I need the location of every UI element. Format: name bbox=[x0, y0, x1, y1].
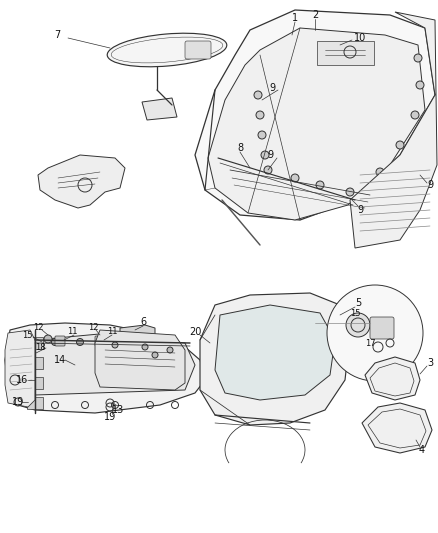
Circle shape bbox=[77, 338, 84, 345]
Circle shape bbox=[142, 344, 148, 350]
Ellipse shape bbox=[107, 33, 227, 67]
Circle shape bbox=[52, 338, 59, 345]
Text: 14: 14 bbox=[54, 355, 66, 365]
Circle shape bbox=[261, 151, 269, 159]
FancyBboxPatch shape bbox=[27, 377, 43, 389]
Text: 9: 9 bbox=[269, 83, 275, 93]
Text: 10: 10 bbox=[354, 33, 366, 43]
Circle shape bbox=[258, 131, 266, 139]
Polygon shape bbox=[120, 325, 155, 341]
Text: 12: 12 bbox=[88, 322, 98, 332]
Text: 19: 19 bbox=[104, 412, 116, 422]
FancyBboxPatch shape bbox=[370, 317, 394, 339]
FancyBboxPatch shape bbox=[55, 336, 65, 346]
Circle shape bbox=[141, 338, 148, 345]
Circle shape bbox=[256, 111, 264, 119]
FancyBboxPatch shape bbox=[27, 357, 43, 369]
Circle shape bbox=[291, 174, 299, 182]
Polygon shape bbox=[195, 10, 435, 220]
Text: 7: 7 bbox=[54, 30, 60, 40]
Polygon shape bbox=[350, 12, 437, 248]
Text: 15: 15 bbox=[350, 309, 360, 318]
Text: 9: 9 bbox=[357, 205, 363, 215]
FancyBboxPatch shape bbox=[95, 336, 105, 346]
Polygon shape bbox=[215, 305, 335, 400]
Circle shape bbox=[376, 168, 384, 176]
Circle shape bbox=[327, 285, 423, 381]
Circle shape bbox=[112, 342, 118, 348]
Text: 2: 2 bbox=[312, 10, 318, 20]
Circle shape bbox=[396, 141, 404, 149]
Text: 6: 6 bbox=[140, 317, 146, 327]
Polygon shape bbox=[5, 330, 35, 407]
Polygon shape bbox=[200, 293, 350, 425]
Polygon shape bbox=[38, 155, 125, 208]
Text: 15: 15 bbox=[22, 330, 32, 340]
Circle shape bbox=[414, 54, 422, 62]
Circle shape bbox=[316, 181, 324, 189]
Text: 9: 9 bbox=[427, 180, 433, 190]
Text: 13: 13 bbox=[112, 405, 124, 415]
Polygon shape bbox=[35, 333, 195, 395]
Polygon shape bbox=[142, 98, 177, 120]
Text: 17: 17 bbox=[365, 338, 375, 348]
Text: 18: 18 bbox=[35, 343, 45, 351]
Text: 1: 1 bbox=[292, 13, 298, 23]
Circle shape bbox=[346, 313, 370, 337]
Text: 3: 3 bbox=[427, 358, 433, 368]
FancyBboxPatch shape bbox=[185, 41, 211, 59]
FancyBboxPatch shape bbox=[317, 41, 374, 65]
Polygon shape bbox=[365, 357, 420, 400]
Circle shape bbox=[411, 111, 419, 119]
Circle shape bbox=[254, 91, 262, 99]
Polygon shape bbox=[362, 403, 432, 453]
Circle shape bbox=[44, 335, 52, 343]
Text: 8: 8 bbox=[237, 143, 243, 153]
Circle shape bbox=[96, 338, 103, 345]
FancyBboxPatch shape bbox=[27, 337, 43, 349]
Circle shape bbox=[264, 166, 272, 174]
Circle shape bbox=[346, 188, 354, 196]
Text: 20: 20 bbox=[189, 327, 201, 337]
Text: 11: 11 bbox=[67, 327, 77, 336]
Circle shape bbox=[416, 81, 424, 89]
Polygon shape bbox=[95, 330, 185, 390]
Circle shape bbox=[167, 347, 173, 353]
Circle shape bbox=[101, 335, 109, 343]
Text: 9: 9 bbox=[267, 150, 273, 160]
FancyBboxPatch shape bbox=[27, 397, 43, 409]
Text: 19: 19 bbox=[12, 397, 24, 407]
Circle shape bbox=[152, 352, 158, 358]
Polygon shape bbox=[208, 28, 425, 220]
Circle shape bbox=[117, 338, 124, 345]
Text: 16: 16 bbox=[16, 375, 28, 385]
Text: 4: 4 bbox=[419, 445, 425, 455]
Circle shape bbox=[162, 338, 169, 345]
Text: 5: 5 bbox=[355, 298, 361, 308]
Text: 11: 11 bbox=[107, 327, 117, 336]
Text: 12: 12 bbox=[33, 322, 43, 332]
Polygon shape bbox=[5, 323, 205, 413]
